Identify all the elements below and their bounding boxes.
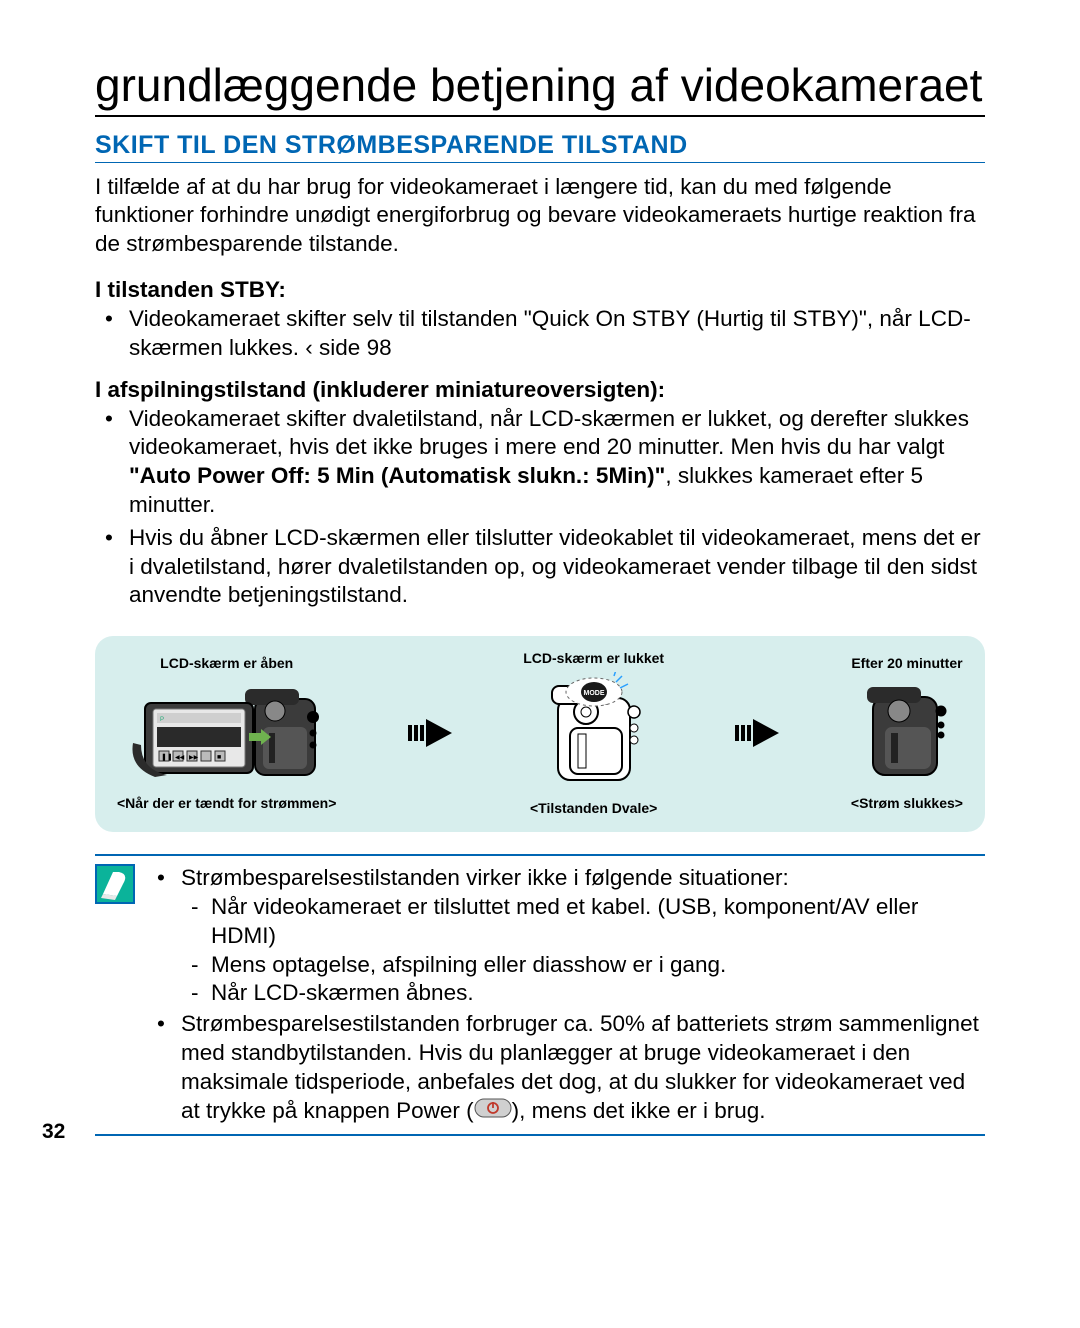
arrow-icon [407,719,453,747]
note-body: Strømbesparelsestilstanden virker ikke i… [153,864,985,1128]
camera-open-icon: P ❚❚ ◀◀ ▶▶ ■ [127,677,327,787]
diagram-label: Efter 20 minutter [851,655,962,671]
list-item: Hvis du åbner LCD-skærmen eller tilslutt… [129,524,985,610]
page-number: 32 [42,1120,65,1144]
camera-closed-icon: MODE [534,672,654,792]
diagram-state-open: LCD-skærm er åben [117,655,336,811]
text: Videokameraet skifter dvaletilstand, når… [129,406,969,460]
page-title: grundlæggende betjening af videokameraet [95,60,985,117]
svg-text:■: ■ [217,754,221,761]
list-item: Mens optagelse, afspilning eller diassho… [211,951,985,980]
svg-text:P: P [160,717,164,723]
bold-text: "Auto Power Off: 5 Min (Automatisk slukn… [129,463,665,488]
diagram-caption: <Når der er tændt for strømmen> [117,795,336,811]
diagram-panel: LCD-skærm er åben [95,636,985,832]
diagram-caption: <Strøm slukkes> [851,795,963,811]
intro-paragraph: I tilfælde af at du har brug for videoka… [95,173,985,259]
playback-heading: I afspilningstilstand (inkluderer miniat… [95,377,985,403]
camera-off-icon [857,677,957,787]
diagram-label: LCD-skærm er åben [160,655,293,671]
list-item: Når videokameraet er tilsluttet med et k… [211,893,985,951]
diagram-caption: <Tilstanden Dvale> [530,800,657,816]
divider [95,854,985,856]
note-icon [95,864,135,904]
svg-text:▶▶: ▶▶ [189,755,199,761]
manual-page: grundlæggende betjening af videokameraet… [0,0,1080,1328]
diagram-row: LCD-skærm er åben [117,650,963,816]
diagram-label: LCD-skærm er lukket [523,650,664,666]
playback-list: Videokameraet skifter dvaletilstand, når… [95,405,985,611]
list-item: Strømbesparelsestilstanden forbruger ca.… [181,1010,985,1126]
text: Strømbesparelsestilstanden virker ikke i… [181,865,789,890]
text: ), mens det ikke er i brug. [512,1098,766,1123]
diagram-state-off: Efter 20 minutter <Strøm slukkes> [851,655,963,811]
power-button-icon [474,1097,512,1126]
svg-text:MODE: MODE [583,690,604,697]
note-block: Strømbesparelsestilstanden virker ikke i… [95,864,985,1128]
svg-text:❚❚: ❚❚ [161,753,173,761]
list-item: Strømbesparelsestilstanden virker ikke i… [181,864,985,1008]
list-item: Når LCD-skærmen åbnes. [211,979,985,1008]
section-heading: SKIFT TIL DEN STRØMBESPARENDE TILSTAND [95,131,985,163]
arrow-icon [734,719,780,747]
diagram-state-closed: LCD-skærm er lukket MODE [523,650,664,816]
list-item: Videokameraet skifter dvaletilstand, når… [129,405,985,520]
svg-text:◀◀: ◀◀ [175,755,185,761]
stby-heading: I tilstanden STBY: [95,277,985,303]
list-item: Videokameraet skifter selv til tilstande… [129,305,985,363]
divider [95,1134,985,1136]
stby-list: Videokameraet skifter selv til tilstande… [95,305,985,363]
